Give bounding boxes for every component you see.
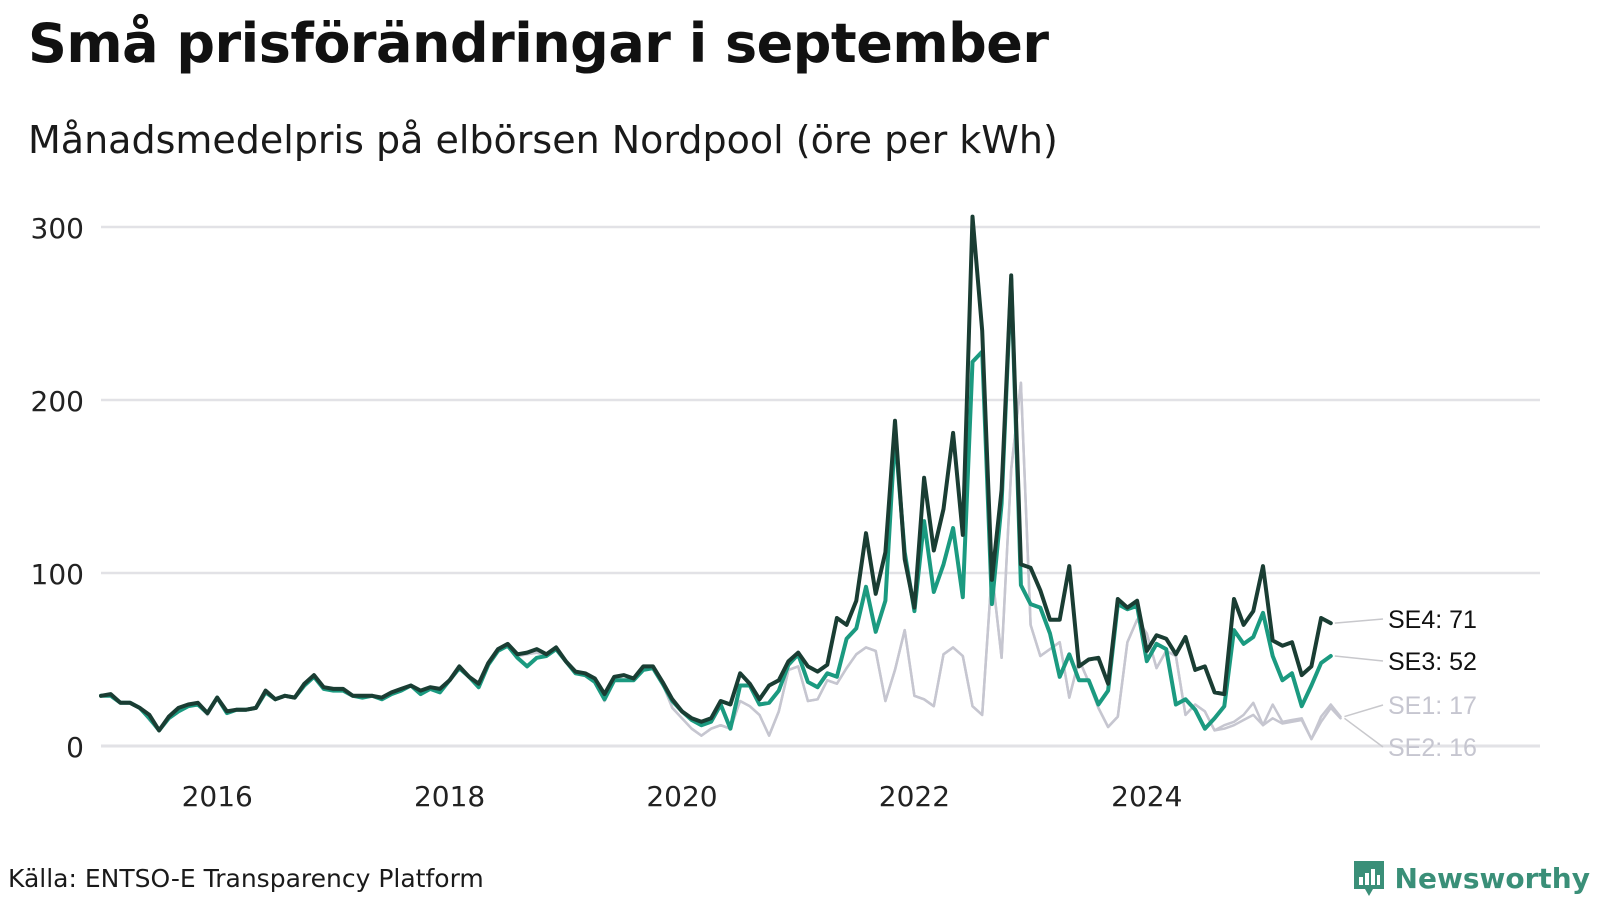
label-leader-se4 (1334, 618, 1384, 624)
source-note: Källa: ENTSO-E Transparency Platform (8, 864, 484, 893)
series-line-se3 (99, 276, 1333, 733)
label-leader-se2 (1344, 717, 1384, 748)
chart-subtitle: Månadsmedelpris på elbörsen Nordpool (ör… (28, 118, 1058, 162)
y-tick-label: 100 (31, 558, 84, 591)
x-tick-label: 2016 (182, 780, 253, 813)
end-label-se4: SE4: 71 (1388, 606, 1477, 634)
brand-name: Newsworthy (1394, 861, 1590, 895)
y-tick-label: 300 (31, 212, 84, 245)
y-tick-label: 200 (31, 385, 84, 418)
label-leader-se3 (1334, 655, 1384, 662)
newsworthy-chart-icon (1353, 861, 1384, 896)
end-label-se1: SE1: 17 (1388, 692, 1477, 720)
x-tick-label: 2020 (646, 780, 717, 813)
x-tick-label: 2022 (879, 780, 950, 813)
series-line-se4 (99, 214, 1333, 733)
x-tick-label: 2018 (414, 780, 485, 813)
chart-title: Små prisförändringar i september (28, 12, 1049, 75)
x-tick-label: 2024 (1111, 780, 1182, 813)
series-line-se1 (99, 381, 1342, 741)
brand-logo: Newsworthy (1351, 858, 1590, 898)
y-tick-label: 0 (66, 731, 84, 764)
series-line-se2 (99, 381, 1342, 741)
end-label-se2: SE2: 16 (1388, 734, 1477, 762)
end-label-se3: SE3: 52 (1388, 648, 1477, 676)
label-leader-se1 (1344, 704, 1384, 718)
